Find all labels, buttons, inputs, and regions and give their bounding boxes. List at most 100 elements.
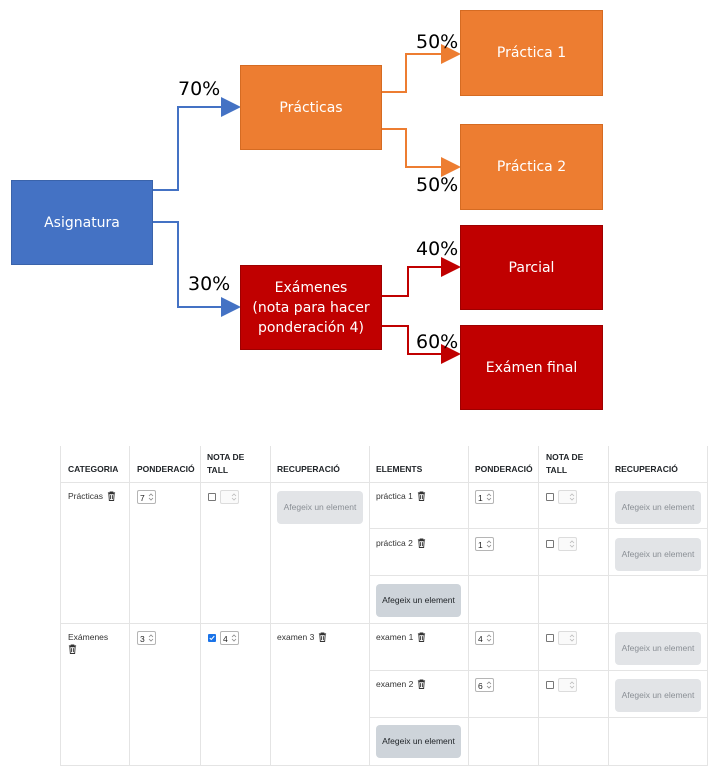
recuperacio-element: examen 3 (277, 632, 327, 642)
afegeix-element-button[interactable]: Afegeix un element (615, 538, 701, 571)
col-border (369, 446, 370, 766)
element-ponderacio-input[interactable]: 1 (475, 490, 494, 504)
weight-examenes: 30% (188, 273, 231, 295)
spinner-icon[interactable] (231, 492, 237, 502)
col-border (707, 446, 708, 766)
node-asignatura: Asignatura (11, 180, 153, 265)
spinner-icon[interactable] (569, 539, 575, 549)
element-row: práctica 1 (376, 491, 426, 501)
weight-examen-final: 60% (416, 331, 459, 353)
element-nota-checkbox[interactable] (546, 493, 554, 501)
trash-icon[interactable] (417, 538, 426, 548)
row-divider (369, 528, 708, 529)
header-divider (60, 482, 708, 483)
element-nota-input[interactable] (558, 490, 577, 504)
weight-practica-2: 50% (416, 174, 459, 196)
spinner-icon[interactable] (569, 633, 575, 643)
category-name: Exámenes (68, 632, 109, 642)
nota-de-tall-checkbox[interactable] (208, 493, 216, 501)
nota-de-tall-input[interactable] (220, 490, 239, 504)
node-practica-2: Práctica 2 (460, 124, 603, 210)
nota-de-tall-input[interactable]: 4 (220, 631, 239, 645)
weight-practicas: 70% (178, 78, 221, 100)
element-nota-checkbox[interactable] (546, 634, 554, 642)
element-row: examen 2 (376, 679, 426, 689)
spinner-icon[interactable] (231, 633, 237, 643)
category-name: Prácticas (68, 491, 103, 501)
element-name: examen 1 (376, 632, 414, 642)
col-border (129, 446, 130, 766)
trash-icon[interactable] (417, 632, 426, 642)
diagram-connectors (152, 44, 461, 364)
spinner-icon[interactable] (486, 633, 492, 643)
spinner-icon[interactable] (486, 492, 492, 502)
element-ponderacio-input[interactable]: 4 (475, 631, 494, 645)
afegeix-element-practicas-button[interactable]: Afegeix un element (376, 584, 461, 617)
header-categoria: CATEGORIA (68, 464, 119, 474)
row-divider (369, 575, 708, 576)
col-border (200, 446, 201, 766)
checkmark-icon (209, 635, 215, 641)
weight-practica-1: 50% (416, 31, 459, 53)
recuperacio-name: examen 3 (277, 632, 315, 642)
ponderacio-input[interactable]: 7 (137, 490, 156, 504)
col-border (538, 446, 539, 766)
afegeix-element-button[interactable]: Afegeix un element (615, 679, 701, 712)
element-ponderacio-value: 4 (478, 634, 483, 644)
col-border (468, 446, 469, 766)
element-nota-checkbox[interactable] (546, 681, 554, 689)
element-nota-input[interactable] (558, 678, 577, 692)
element-row: examen 1 (376, 632, 426, 642)
grading-diagram: Asignatura Prácticas Exámenes (nota para… (11, 10, 603, 410)
element-name: práctica 1 (376, 491, 413, 501)
header-ponderacio-element: PONDERACIÓ (475, 464, 533, 474)
element-name: práctica 2 (376, 538, 413, 548)
spinner-icon[interactable] (148, 633, 154, 643)
spinner-icon[interactable] (569, 492, 575, 502)
col-border (608, 446, 609, 766)
nota-value: 4 (223, 634, 228, 644)
header-ponderacio: PONDERACIÓ (137, 464, 195, 474)
nota-de-tall-checkbox[interactable] (208, 634, 216, 642)
header-nota-de-tall: NOTA DE TALL (207, 452, 245, 475)
element-ponderacio-value: 1 (478, 540, 483, 550)
trash-icon[interactable] (68, 644, 77, 654)
ponderacio-value: 3 (140, 634, 145, 644)
trash-icon[interactable] (417, 679, 426, 689)
trash-icon[interactable] (417, 491, 426, 501)
header-recuperacio-element: RECUPERACIÓ (615, 464, 678, 474)
element-name: examen 2 (376, 679, 414, 689)
col-border (60, 446, 61, 766)
element-nota-input[interactable] (558, 537, 577, 551)
afegeix-element-button[interactable]: Afegeix un element (277, 491, 363, 524)
trash-icon[interactable] (318, 632, 327, 642)
node-practicas: Prácticas (240, 65, 382, 150)
node-practica-1: Práctica 1 (460, 10, 603, 96)
spinner-icon[interactable] (569, 680, 575, 690)
row-divider (369, 717, 708, 718)
node-examen-final: Exámen final (460, 325, 603, 410)
ponderacio-input[interactable]: 3 (137, 631, 156, 645)
col-border (270, 446, 271, 766)
element-ponderacio-input[interactable]: 6 (475, 678, 494, 692)
afegeix-element-examenes-button[interactable]: Afegeix un element (376, 725, 461, 758)
element-nota-checkbox[interactable] (546, 540, 554, 548)
element-row: práctica 2 (376, 538, 426, 548)
header-elements: ELEMENTS (376, 464, 423, 474)
element-nota-input[interactable] (558, 631, 577, 645)
category-practicas: Prácticas (68, 491, 116, 501)
spinner-icon[interactable] (148, 492, 154, 502)
element-ponderacio-input[interactable]: 1 (475, 537, 494, 551)
weight-parcial: 40% (416, 238, 459, 260)
afegeix-element-button[interactable]: Afegeix un element (615, 632, 701, 665)
element-ponderacio-value: 6 (478, 681, 483, 691)
category-examenes: Exámenes (68, 632, 108, 654)
afegeix-element-button[interactable]: Afegeix un element (615, 491, 701, 524)
spinner-icon[interactable] (486, 539, 492, 549)
table-bottom (60, 765, 708, 766)
row-divider (369, 670, 708, 671)
trash-icon[interactable] (107, 491, 116, 501)
grading-table: CATEGORIA PONDERACIÓ NOTA DE TALL RECUPE… (60, 446, 708, 766)
spinner-icon[interactable] (486, 680, 492, 690)
node-examenes: Exámenes (nota para hacer ponderación 4) (240, 265, 382, 350)
